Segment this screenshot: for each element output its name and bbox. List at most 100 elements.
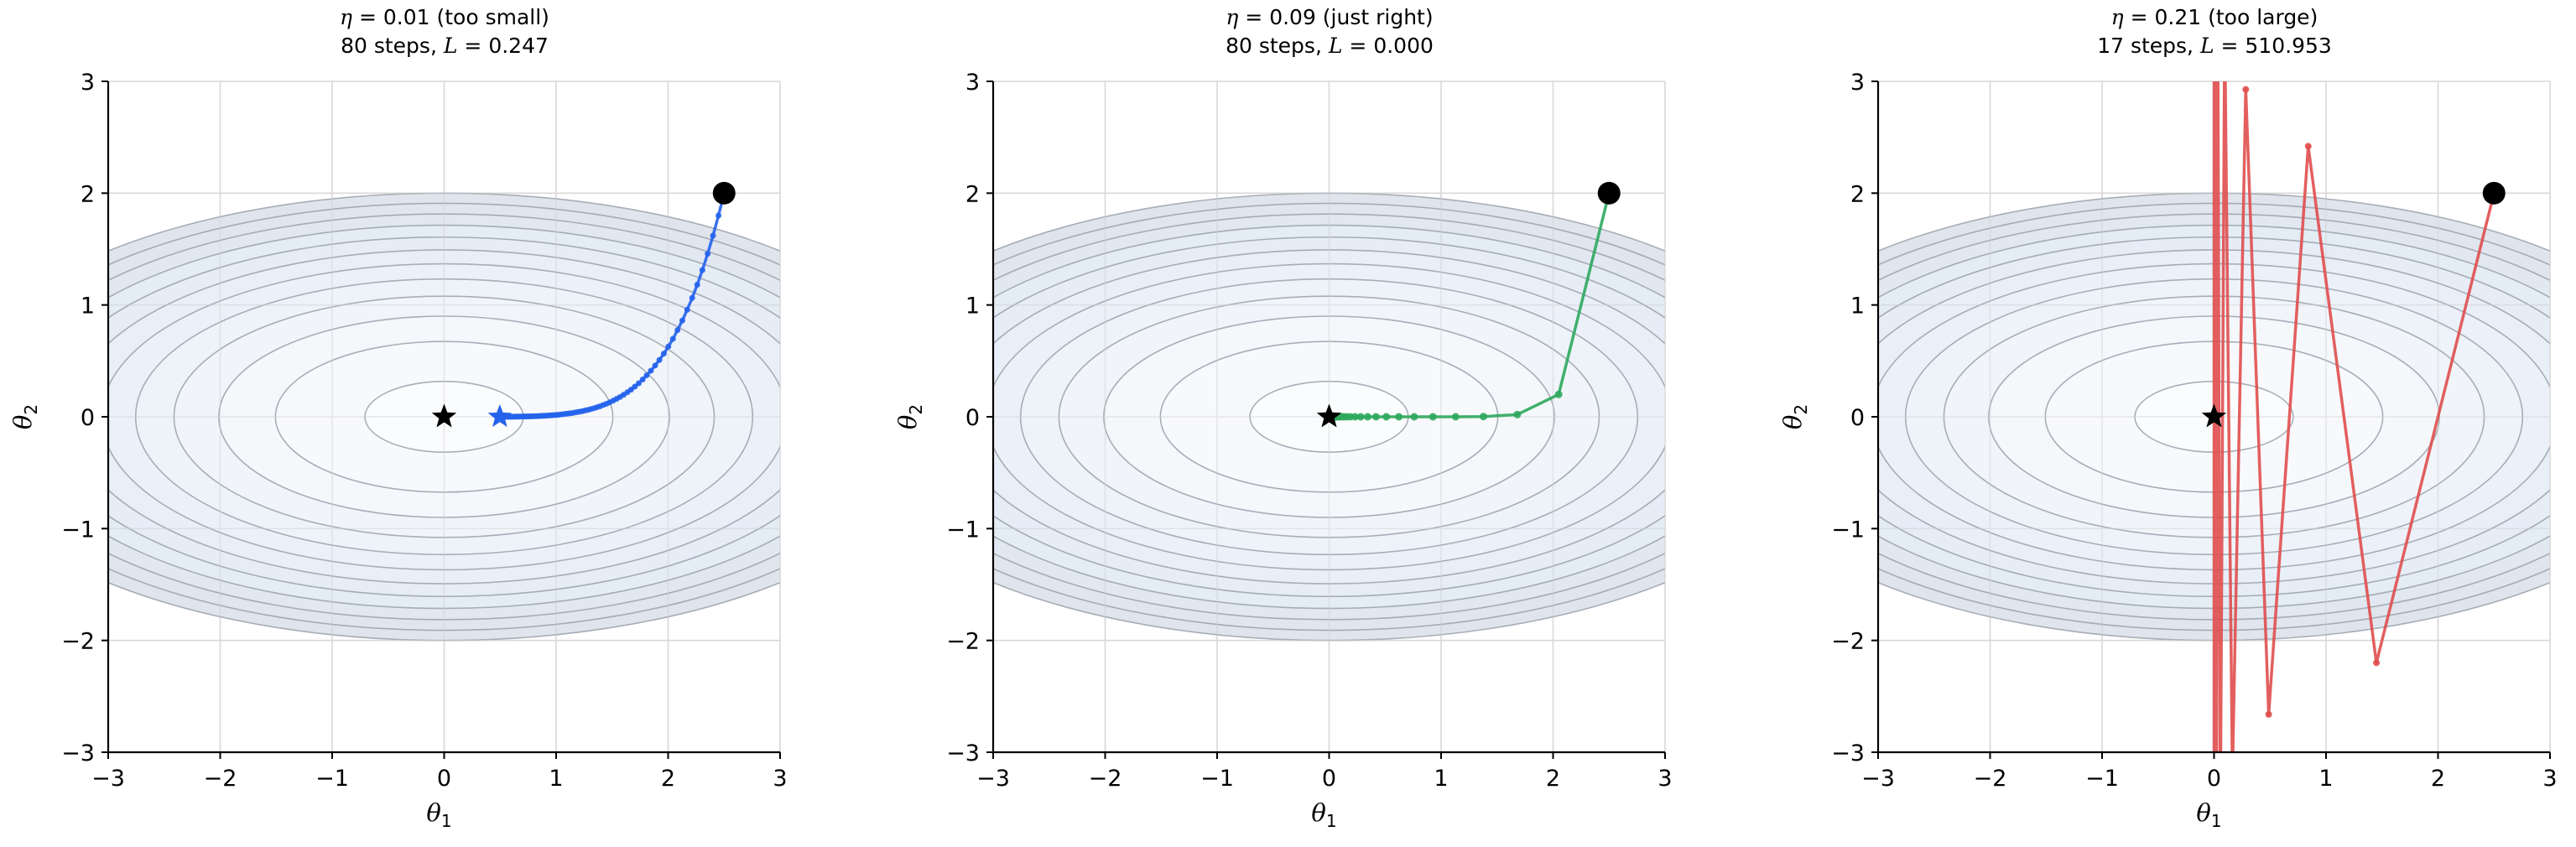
contour-line <box>993 202 1665 631</box>
trajectory-point <box>1451 413 1460 421</box>
x-tick-label: 3 <box>1657 766 1672 792</box>
trajectory-point <box>639 376 646 382</box>
equals-sign: = <box>1238 5 1270 29</box>
eta-symbol: η <box>1226 5 1239 29</box>
contour-line <box>108 213 780 621</box>
contour-line <box>993 224 1665 610</box>
x-tick-label: −3 <box>976 766 1010 792</box>
x-tick-label: 0 <box>437 766 451 792</box>
contour-line <box>218 315 670 518</box>
y-tick-label: 0 <box>81 405 95 431</box>
x-tick-label: 1 <box>1434 766 1448 792</box>
x-tick-label: −2 <box>1089 766 1122 792</box>
contour-line <box>993 236 1665 597</box>
final-loss-value: 0.000 <box>1373 34 1434 58</box>
x-tick-label: 0 <box>2207 766 2221 792</box>
panel-1-too-small: −3 −2 −1 0 1 2 3 −3 −2 −1 0 1 2 3 θ1 θ2 <box>8 70 788 831</box>
contour-line <box>108 236 780 597</box>
trajectory-point <box>716 212 722 219</box>
panel-2-just-right: −3 −2 −1 0 1 2 3 −3 −2 −1 0 1 2 3 θ1 θ2 <box>893 70 1673 831</box>
x-tick-label: −1 <box>315 766 349 792</box>
x-tick-label: −3 <box>1861 766 1895 792</box>
y-tick-label: 1 <box>81 294 95 320</box>
contour-line <box>993 249 1665 585</box>
steps-count: 80 steps, <box>1226 34 1329 58</box>
panel-3-too-large: −3 −2 −1 0 1 2 3 −3 −2 −1 0 1 2 3 θ1 θ2 <box>1778 18 2558 831</box>
trajectory-point <box>648 367 654 374</box>
x-tick-label: 0 <box>1322 766 1336 792</box>
trajectory-point <box>679 317 685 324</box>
panel-1-title-line2: 80 steps, L = 0.247 <box>108 32 781 60</box>
equals-sign: = <box>352 5 383 29</box>
x-tick-label: 2 <box>1546 766 1560 792</box>
gd-trajectory <box>487 190 727 428</box>
trajectory-point <box>669 335 676 342</box>
contour-line <box>993 213 1665 621</box>
panel-3-title-line1: η = 0.21 (too large) <box>1878 3 2551 32</box>
y-tick-label: 2 <box>965 181 980 207</box>
panel-1-title-line1: η = 0.01 (too small) <box>108 3 781 32</box>
optimum-star-icon <box>431 403 457 428</box>
y-tick-label: 2 <box>1850 181 1865 207</box>
trajectory-point <box>652 362 658 369</box>
panel-2-title: η = 0.09 (just right) 80 steps, L = 0.00… <box>993 3 1666 60</box>
y-tick-label: −2 <box>1831 629 1865 655</box>
learning-rate-value: 0.01 <box>382 5 430 29</box>
y-tick-label: 0 <box>965 405 980 431</box>
trajectory-point <box>699 267 705 273</box>
contour-line <box>1058 295 1600 538</box>
y-tick-label: −2 <box>946 629 980 655</box>
y-tick-label: 3 <box>81 70 95 96</box>
y-tick-label: −2 <box>61 629 95 655</box>
end-star-icon <box>487 404 513 428</box>
contour-line <box>274 340 614 493</box>
contour-line <box>108 262 780 571</box>
trajectory-point <box>1513 410 1522 418</box>
contour-line <box>134 278 754 556</box>
trajectory-point <box>665 343 672 350</box>
panel-2-title-line1: η = 0.09 (just right) <box>993 3 1666 32</box>
x-tick-label: −3 <box>91 766 125 792</box>
trajectory-point <box>2221 18 2228 24</box>
optimum-star-icon <box>2201 403 2227 428</box>
y-axis-label: θ2 <box>893 404 926 429</box>
trajectory-point <box>2265 710 2272 718</box>
trajectory-point <box>1363 413 1371 421</box>
y-tick-label: −3 <box>61 740 95 766</box>
x-tick-label: −2 <box>1974 766 2007 792</box>
y-tick-label: −1 <box>61 517 95 543</box>
start-point-marker <box>712 181 736 205</box>
loss-symbol: L <box>2199 34 2214 58</box>
trajectory-line <box>2212 81 2495 752</box>
learning-rate-value: 0.21 <box>2154 5 2202 29</box>
y-tick-label: 3 <box>1850 70 1865 96</box>
contour-line <box>1019 278 1639 556</box>
trajectory-point <box>689 294 695 301</box>
final-loss-value: 0.247 <box>488 34 549 58</box>
contour-line <box>993 262 1665 571</box>
y-tick-label: 1 <box>1850 294 1865 320</box>
y-tick-label: 1 <box>965 294 980 320</box>
y-axis-label: θ2 <box>1778 404 1811 429</box>
contour-line <box>108 224 780 610</box>
eta-symbol: η <box>2110 5 2124 29</box>
x-tick-label: −1 <box>1200 766 1234 792</box>
x-tick-label: 1 <box>2318 766 2333 792</box>
x-axis-label: θ1 <box>426 798 451 831</box>
equals-sign: = <box>2123 5 2155 29</box>
y-tick-label: 2 <box>81 181 95 207</box>
trajectory-point <box>2304 143 2312 150</box>
trajectory-point <box>1356 413 1365 421</box>
x-tick-label: −2 <box>204 766 237 792</box>
learning-rate-value: 0.09 <box>1269 5 1316 29</box>
trajectory-point <box>1395 413 1403 421</box>
y-tick-label: −1 <box>1831 517 1865 543</box>
y-tick-label: 3 <box>965 70 980 96</box>
x-axis-label: θ1 <box>1311 798 1336 831</box>
trajectory-point <box>1410 413 1418 421</box>
equals-sign: = <box>2214 34 2246 58</box>
trajectory-point <box>2373 659 2381 667</box>
panel-3-title: η = 0.21 (too large) 17 steps, L = 510.9… <box>1878 3 2551 60</box>
eta-symbol: η <box>340 5 353 29</box>
